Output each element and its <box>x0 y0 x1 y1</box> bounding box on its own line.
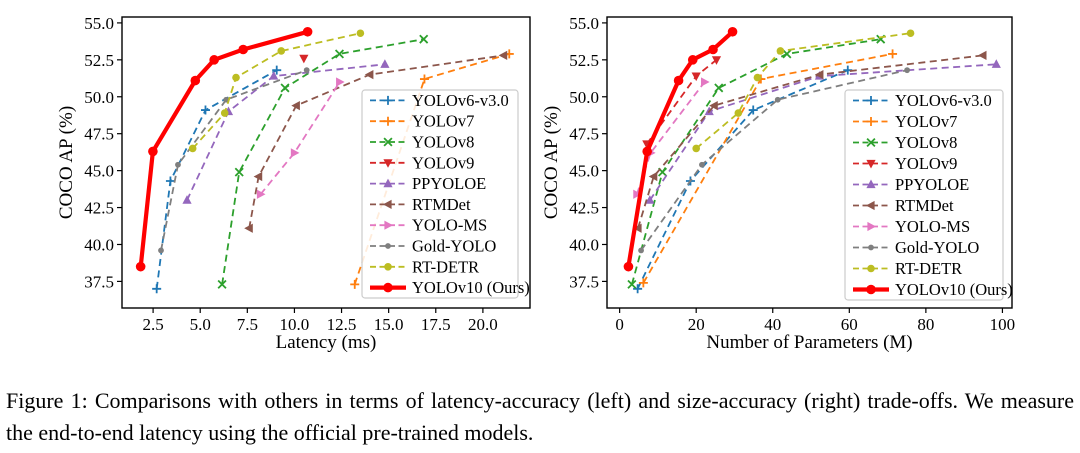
svg-text:45.0: 45.0 <box>84 162 114 181</box>
latency-accuracy-chart-container: 2.5 5.0 7.5 10.0 12.5 15.0 17.5 20.0 37.5 40.0 42.… <box>0 0 540 365</box>
figure-caption: Figure 1: Comparisons with others in ter… <box>6 388 1074 445</box>
svg-text:5.0: 5.0 <box>190 315 211 334</box>
svg-text:YOLOv10 (Ours): YOLOv10 (Ours) <box>895 280 1013 299</box>
svg-text:10.0: 10.0 <box>280 315 310 334</box>
svg-text:Latency (ms): Latency (ms) <box>276 332 377 353</box>
svg-text:20: 20 <box>688 315 705 334</box>
svg-text:Gold-YOLO: Gold-YOLO <box>895 238 979 257</box>
svg-text:YOLOv8: YOLOv8 <box>412 133 474 152</box>
svg-text:52.5: 52.5 <box>84 51 114 70</box>
svg-text:Gold-YOLO: Gold-YOLO <box>412 237 496 256</box>
size-accuracy-chart: 0 20 40 60 80 100 37.5 40.0 42.5 45.0 47.5 50.0 52.5… <box>541 14 1016 353</box>
svg-text:42.5: 42.5 <box>84 199 114 218</box>
svg-text:YOLOv6-v3.0: YOLOv6-v3.0 <box>412 91 509 110</box>
svg-text:COCO AP (%): COCO AP (%) <box>541 106 562 219</box>
svg-text:RTMDet: RTMDet <box>412 195 471 214</box>
svg-text:55.0: 55.0 <box>569 14 599 33</box>
svg-text:YOLOv10 (Ours): YOLOv10 (Ours) <box>412 278 530 297</box>
svg-text:0: 0 <box>615 315 624 334</box>
svg-text:52.5: 52.5 <box>569 51 599 70</box>
svg-text:20.0: 20.0 <box>468 315 498 334</box>
latency-accuracy-chart: 2.5 5.0 7.5 10.0 12.5 15.0 17.5 20.0 37.5 40.0 42.… <box>56 14 531 353</box>
svg-text:Number of Parameters (M): Number of Parameters (M) <box>706 332 912 353</box>
svg-text:42.5: 42.5 <box>569 199 599 218</box>
svg-text:YOLO-MS: YOLO-MS <box>412 216 487 235</box>
svg-text:YOLOv9: YOLOv9 <box>895 154 957 173</box>
svg-text:RT-DETR: RT-DETR <box>412 257 479 276</box>
svg-text:45.0: 45.0 <box>569 162 599 181</box>
svg-text:YOLOv6-v3.0: YOLOv6-v3.0 <box>895 91 992 110</box>
svg-text:47.5: 47.5 <box>569 125 599 144</box>
svg-text:40: 40 <box>764 315 781 334</box>
svg-text:YOLOv7: YOLOv7 <box>895 112 957 131</box>
svg-text:60: 60 <box>841 315 858 334</box>
svg-text:PPYOLOE: PPYOLOE <box>895 175 969 194</box>
charts-row: 2.5 5.0 7.5 10.0 12.5 15.0 17.5 20.0 37.5 40.0 42.… <box>0 0 1080 365</box>
svg-text:RT-DETR: RT-DETR <box>895 259 962 278</box>
size-accuracy-chart-container: 0 20 40 60 80 100 37.5 40.0 42.5 45.0 47.5 50.0 52.5… <box>540 0 1080 365</box>
svg-text:40.0: 40.0 <box>84 235 114 254</box>
svg-text:80: 80 <box>917 315 934 334</box>
svg-text:50.0: 50.0 <box>569 88 599 107</box>
svg-text:55.0: 55.0 <box>84 14 114 33</box>
svg-text:7.5: 7.5 <box>237 315 258 334</box>
svg-text:37.5: 37.5 <box>569 272 599 291</box>
svg-text:YOLO-MS: YOLO-MS <box>895 217 970 236</box>
svg-text:50.0: 50.0 <box>84 88 114 107</box>
svg-text:2.5: 2.5 <box>142 315 163 334</box>
svg-text:YOLOv7: YOLOv7 <box>412 112 474 131</box>
svg-text:12.5: 12.5 <box>327 315 357 334</box>
svg-text:15.0: 15.0 <box>374 315 404 334</box>
svg-text:RTMDet: RTMDet <box>895 196 954 215</box>
svg-text:40.0: 40.0 <box>569 235 599 254</box>
svg-text:17.5: 17.5 <box>421 315 451 334</box>
svg-text:47.5: 47.5 <box>84 125 114 144</box>
svg-text:COCO AP (%): COCO AP (%) <box>56 106 77 219</box>
svg-text:YOLOv9: YOLOv9 <box>412 153 474 172</box>
svg-text:37.5: 37.5 <box>84 272 114 291</box>
svg-text:100: 100 <box>990 315 1016 334</box>
svg-text:PPYOLOE: PPYOLOE <box>412 174 486 193</box>
svg-text:YOLOv8: YOLOv8 <box>895 133 957 152</box>
